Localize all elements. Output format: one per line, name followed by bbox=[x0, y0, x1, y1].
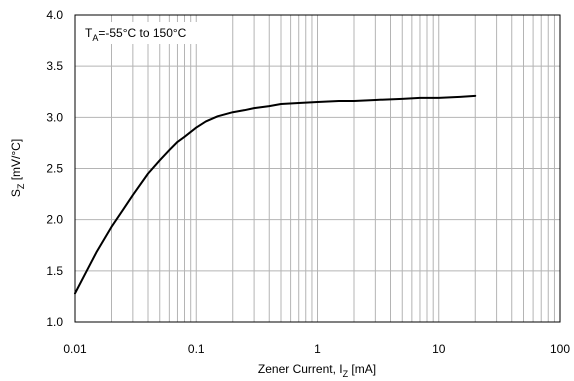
x-axis-label-sub: Z bbox=[343, 369, 349, 379]
x-tick-labels: 0.01 0.1 1 10 100 bbox=[63, 342, 570, 356]
y-tick-label: 3.0 bbox=[46, 110, 63, 124]
annotation-rest: =-55°C to 150°C bbox=[98, 26, 186, 40]
annotation-main: T bbox=[85, 26, 93, 40]
y-tick-label: 1.5 bbox=[46, 264, 63, 278]
y-tick-label: 2.5 bbox=[46, 162, 63, 176]
series-line-1 bbox=[74, 94, 477, 295]
x-tick-label: 0.01 bbox=[63, 342, 87, 356]
y-axis-label-unit: [mV/°C] bbox=[9, 139, 23, 184]
annotation-sub: A bbox=[92, 33, 98, 43]
x-axis-label: Zener Current, IZ [mA] bbox=[258, 362, 376, 379]
y-tick-label: 3.5 bbox=[46, 59, 63, 73]
plot-frame bbox=[74, 14, 561, 323]
x-axis-label-unit: [mA] bbox=[348, 362, 376, 376]
y-tick-label: 4.0 bbox=[46, 8, 63, 22]
y-axis-label: SZ [mV/°C] bbox=[9, 139, 26, 197]
annotation-text: TA=-55°C to 150°C bbox=[85, 26, 187, 43]
grid bbox=[75, 15, 560, 322]
y-axis-label-sub: Z bbox=[16, 183, 26, 189]
y-tick-labels: 1.0 1.5 2.0 2.5 3.0 3.5 4.0 bbox=[46, 8, 63, 329]
y-tick-label: 1.0 bbox=[46, 315, 63, 329]
x-axis-label-main: Zener Current, I bbox=[258, 362, 343, 376]
series-group bbox=[74, 94, 477, 295]
y-tick-label: 2.0 bbox=[46, 213, 63, 227]
annotation-box: TA=-55°C to 150°C bbox=[80, 22, 226, 44]
x-tick-label: 100 bbox=[550, 342, 570, 356]
x-tick-label: 10 bbox=[432, 342, 446, 356]
y-axis-label-main: S bbox=[9, 189, 23, 197]
annotation-background bbox=[80, 22, 226, 44]
x-tick-label: 1 bbox=[314, 342, 321, 356]
x-tick-label: 0.1 bbox=[188, 342, 205, 356]
